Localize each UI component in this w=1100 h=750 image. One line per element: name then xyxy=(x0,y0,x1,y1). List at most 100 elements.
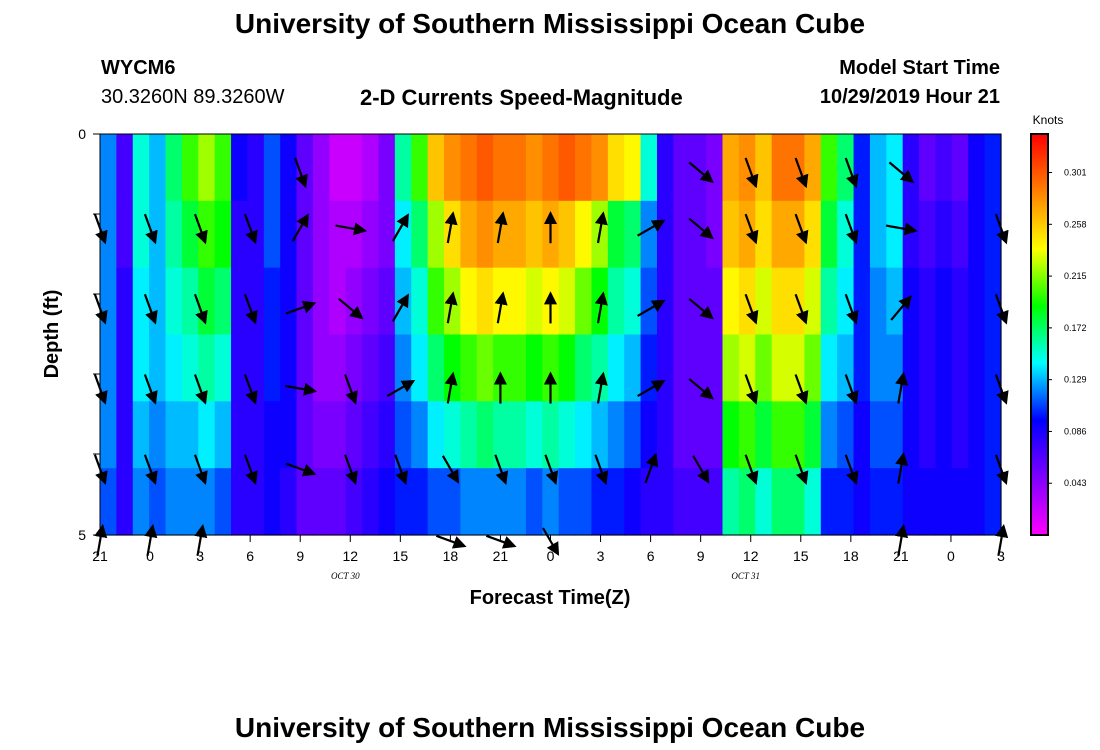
heatmap-cell xyxy=(804,335,821,402)
heatmap-cell xyxy=(313,201,330,268)
heatmap-cell xyxy=(673,401,690,468)
heatmap-cells xyxy=(100,134,1002,536)
x-tick-label: 3 xyxy=(196,548,204,564)
heatmap-cell xyxy=(968,468,985,535)
heatmap-cell xyxy=(952,468,969,535)
heatmap-cell xyxy=(903,201,920,268)
x-tick-label: 0 xyxy=(547,548,555,564)
heatmap-cell xyxy=(346,335,363,402)
heatmap-cell xyxy=(723,134,740,201)
heatmap-cell xyxy=(821,468,838,535)
heatmap-cell xyxy=(215,201,232,268)
heatmap-cell xyxy=(215,335,232,402)
colorbar-scale xyxy=(1031,134,1048,535)
heatmap-cell xyxy=(166,134,183,201)
heatmap-cell xyxy=(166,401,183,468)
heatmap-cell xyxy=(624,468,641,535)
heatmap-cell xyxy=(723,401,740,468)
heatmap-cell xyxy=(526,268,543,335)
heatmap-cell xyxy=(641,201,658,268)
heatmap-cell xyxy=(395,134,412,201)
heatmap-cell xyxy=(182,134,199,201)
heatmap-cell xyxy=(116,134,133,201)
heatmap-cell xyxy=(870,468,887,535)
heatmap-cell xyxy=(935,468,952,535)
heatmap-cell xyxy=(755,468,772,535)
date-label: OCT 31 xyxy=(731,571,760,581)
heatmap-cell xyxy=(575,401,592,468)
heatmap-cell xyxy=(559,401,576,468)
colorbar: 0.3010.2580.2150.1720.1290.0860.043Knots xyxy=(1031,113,1087,535)
colorbar-tick-label: 0.043 xyxy=(1064,478,1087,488)
heatmap-cell xyxy=(362,401,379,468)
x-tick-label: 21 xyxy=(893,548,909,564)
heatmap-cell xyxy=(624,134,641,201)
heatmap-cell xyxy=(821,134,838,201)
heatmap-cell xyxy=(788,134,805,201)
heatmap-cell xyxy=(608,134,625,201)
heatmap-cell xyxy=(755,134,772,201)
heatmap-cell xyxy=(559,201,576,268)
heatmap-cell xyxy=(706,268,723,335)
heatmap-cell xyxy=(133,134,150,201)
heatmap-cell xyxy=(903,401,920,468)
heatmap-cell xyxy=(690,468,707,535)
heatmap-cell xyxy=(821,401,838,468)
heatmap-cell xyxy=(968,335,985,402)
heatmap-cell xyxy=(460,401,477,468)
heatmap-cell xyxy=(985,468,1002,535)
heatmap-cell xyxy=(116,335,133,402)
heatmap-cell xyxy=(133,201,150,268)
heatmap-cell xyxy=(854,401,871,468)
heatmap-cell xyxy=(591,134,608,201)
heatmap-cell xyxy=(739,134,756,201)
heatmap-cell xyxy=(985,335,1002,402)
heatmap-cell xyxy=(526,335,543,402)
colorbar-unit: Knots xyxy=(1033,113,1064,127)
heatmap-cell xyxy=(952,401,969,468)
heatmap-cell xyxy=(870,335,887,402)
heatmap-cell xyxy=(460,268,477,335)
heatmap-cell xyxy=(624,268,641,335)
heatmap-cell xyxy=(444,335,461,402)
heatmap-cell xyxy=(378,268,395,335)
heatmap-cell xyxy=(280,335,297,402)
heatmap-cell xyxy=(968,201,985,268)
x-tick-label: 0 xyxy=(146,548,154,564)
heatmap-cell xyxy=(510,401,527,468)
x-tick-label: 0 xyxy=(947,548,955,564)
heatmap-cell xyxy=(198,401,215,468)
heatmap-cell xyxy=(428,268,445,335)
heatmap-cell xyxy=(591,268,608,335)
heatmap-cell xyxy=(804,468,821,535)
heatmap-cell xyxy=(411,468,428,535)
heatmap-cell xyxy=(657,268,674,335)
heatmap-cell xyxy=(231,468,248,535)
heatmap-cell xyxy=(575,134,592,201)
x-tick-label: 21 xyxy=(493,548,509,564)
heatmap-cell xyxy=(510,201,527,268)
heatmap-cell xyxy=(526,401,543,468)
heatmap-cell xyxy=(804,201,821,268)
heatmap-cell xyxy=(985,134,1002,201)
heatmap-cell xyxy=(280,201,297,268)
heatmap-cell xyxy=(477,268,494,335)
x-axis: 21 0 3 6 9 12 15 18 21 0 3 6 9 12 15 18 21 0 3 OCT 30 OCT 31 xyxy=(92,535,1005,581)
heatmap-cell xyxy=(772,268,789,335)
heatmap-cell xyxy=(329,268,346,335)
x-tick-label: 3 xyxy=(597,548,605,564)
heatmap-cell xyxy=(690,201,707,268)
heatmap-cell xyxy=(313,134,330,201)
heatmap-cell xyxy=(362,335,379,402)
heatmap-cell xyxy=(329,468,346,535)
heatmap-cell xyxy=(460,335,477,402)
heatmap-cell xyxy=(411,201,428,268)
heatmap-cell xyxy=(182,201,199,268)
heatmap-cell xyxy=(935,201,952,268)
heatmap-cell xyxy=(149,468,166,535)
heatmap-cell xyxy=(870,201,887,268)
date-label: OCT 30 xyxy=(331,571,360,581)
heatmap-cell xyxy=(116,268,133,335)
heatmap-cell xyxy=(280,401,297,468)
x-tick-label: 6 xyxy=(246,548,254,564)
